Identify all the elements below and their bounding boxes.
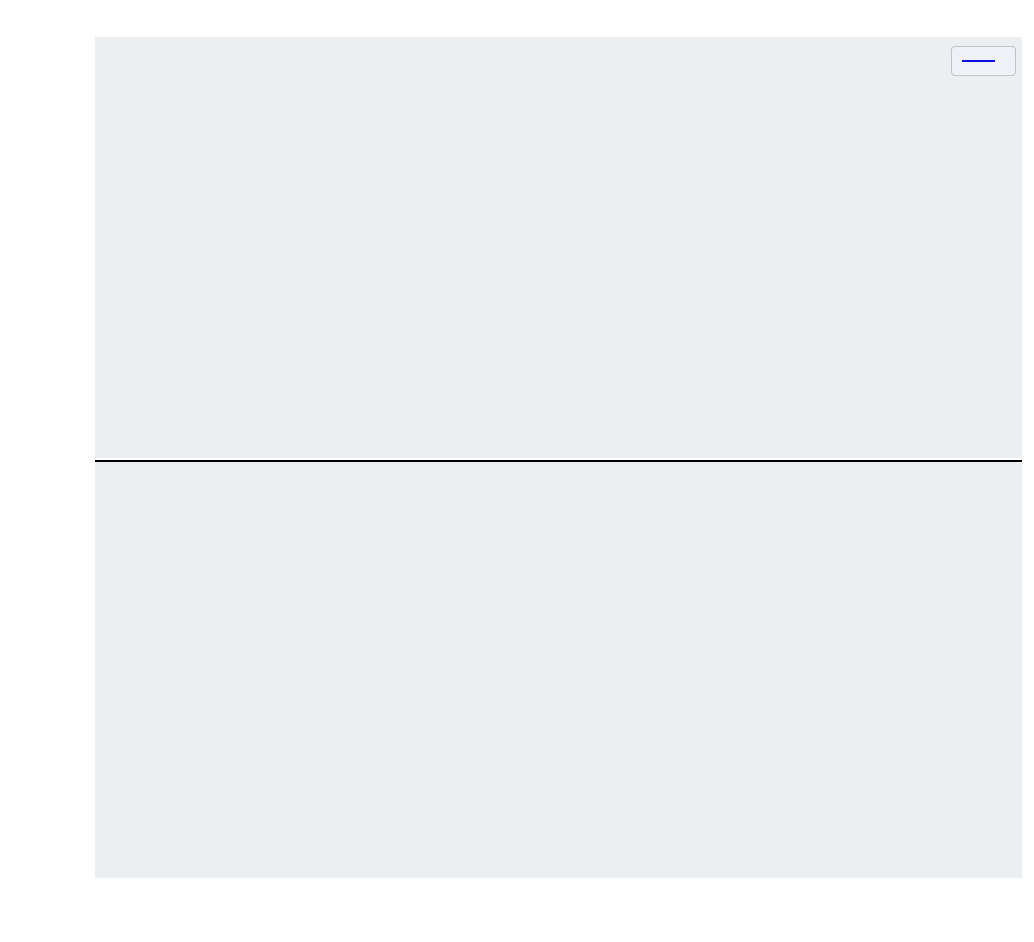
top-y-axis-label <box>0 37 60 458</box>
legend <box>951 46 1016 76</box>
legend-line-sample <box>962 60 995 62</box>
bottom-axes <box>95 460 1022 878</box>
top-axes <box>95 37 1022 458</box>
x-tick-labels <box>95 884 1022 904</box>
bottom-y-axis-label <box>0 461 60 878</box>
civeo-corp-point <box>90 32 101 43</box>
zero-line <box>95 460 1022 462</box>
